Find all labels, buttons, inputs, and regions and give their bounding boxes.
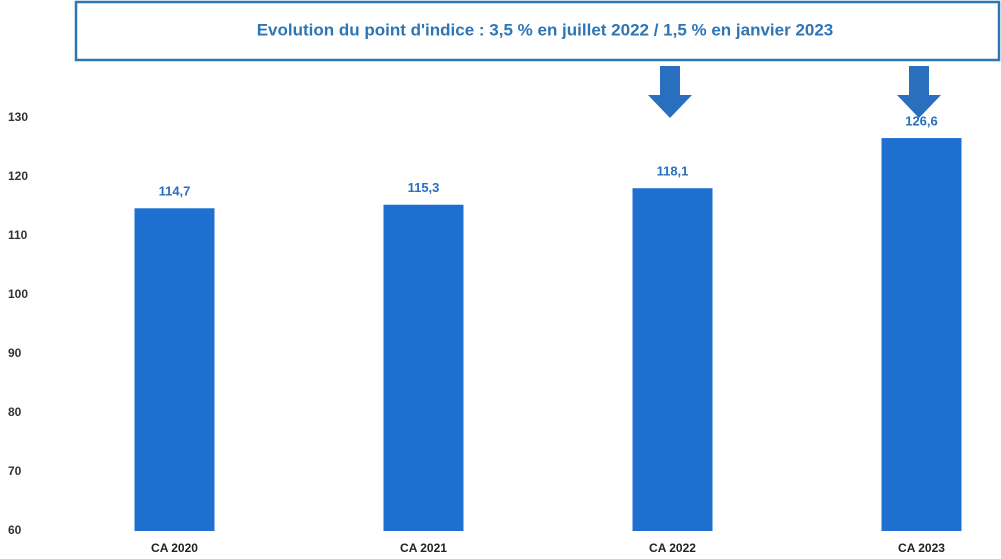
y-tick-label: 130 xyxy=(8,110,28,124)
bar xyxy=(881,138,962,531)
bar xyxy=(134,208,215,531)
y-tick-label: 80 xyxy=(8,405,22,419)
x-tick-label: CA 2021 xyxy=(400,541,447,555)
y-tick-label: 110 xyxy=(8,228,28,242)
arrow xyxy=(897,66,941,118)
bar xyxy=(383,204,464,532)
value-label: 114,7 xyxy=(159,184,191,199)
y-tick-label: 70 xyxy=(8,464,22,478)
x-tick-label: CA 2020 xyxy=(151,541,198,555)
value-label: 126,6 xyxy=(905,113,938,128)
value-label: 118,1 xyxy=(657,164,689,179)
y-tick-label: 100 xyxy=(8,287,28,301)
bar xyxy=(632,188,713,531)
value-label: 115,3 xyxy=(408,180,440,195)
arrow xyxy=(648,66,692,118)
y-tick-label: 120 xyxy=(8,169,28,183)
chart-title: Evolution du point d'indice : 3,5 % en j… xyxy=(257,20,834,39)
title-box xyxy=(74,0,1001,62)
x-tick-label: CA 2022 xyxy=(649,541,696,555)
y-tick-label: 90 xyxy=(8,346,22,360)
x-tick-label: CA 2023 xyxy=(898,541,945,555)
y-tick-label: 60 xyxy=(8,523,22,537)
